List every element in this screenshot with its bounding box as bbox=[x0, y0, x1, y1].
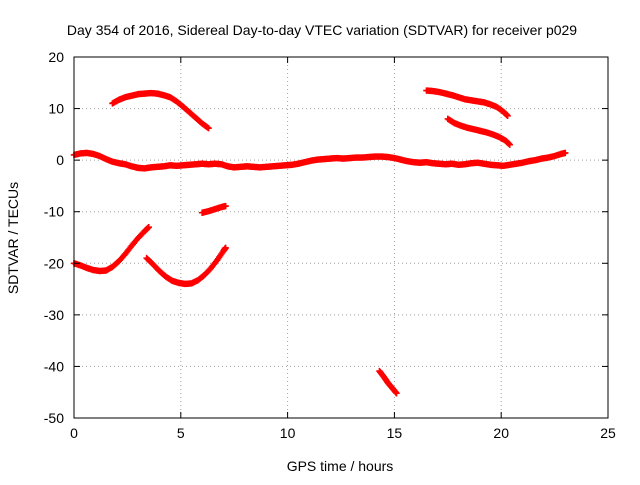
data-point bbox=[562, 149, 569, 157]
tick-layer: 0 5 10 15 20 25 -50 -40 -30 -20 -10 0 10 20 bbox=[44, 49, 616, 441]
y-tick-label: 0 bbox=[56, 152, 64, 168]
series-7 bbox=[423, 87, 511, 119]
data-layer bbox=[70, 87, 569, 397]
data-point bbox=[222, 244, 229, 252]
x-tick-label: 10 bbox=[280, 425, 296, 441]
y-axis-label: SDTVAR / TECUs bbox=[5, 182, 21, 294]
y-tick-label: -20 bbox=[44, 255, 64, 271]
data-point bbox=[222, 202, 229, 210]
x-tick-label: 0 bbox=[70, 425, 78, 441]
chart-title: Day 354 of 2016, Sidereal Day-to-day VTE… bbox=[67, 22, 577, 38]
y-tick-label: -30 bbox=[44, 307, 64, 323]
data-point bbox=[506, 141, 513, 148]
data-point bbox=[504, 112, 511, 119]
y-tick-label: 10 bbox=[48, 101, 64, 117]
series-6 bbox=[376, 367, 400, 397]
y-tick-label: -40 bbox=[44, 358, 64, 374]
y-tick-label: -50 bbox=[44, 410, 64, 426]
series-8 bbox=[444, 115, 513, 148]
x-tick-label: 20 bbox=[493, 425, 509, 441]
data-point bbox=[393, 390, 400, 397]
x-axis-label: GPS time / hours bbox=[287, 458, 394, 474]
data-point bbox=[205, 124, 212, 132]
series-5 bbox=[198, 202, 229, 216]
y-tick-label: -10 bbox=[44, 204, 64, 220]
x-tick-label: 25 bbox=[600, 425, 616, 441]
series-2 bbox=[109, 89, 212, 132]
x-tick-label: 5 bbox=[177, 425, 185, 441]
series-1 bbox=[70, 149, 569, 172]
data-point bbox=[145, 223, 152, 231]
x-tick-label: 15 bbox=[387, 425, 403, 441]
grid-layer bbox=[74, 57, 608, 418]
series-3 bbox=[70, 223, 152, 275]
plot-frame bbox=[73, 56, 609, 419]
series-4 bbox=[143, 244, 229, 288]
y-tick-label: 20 bbox=[48, 49, 64, 65]
